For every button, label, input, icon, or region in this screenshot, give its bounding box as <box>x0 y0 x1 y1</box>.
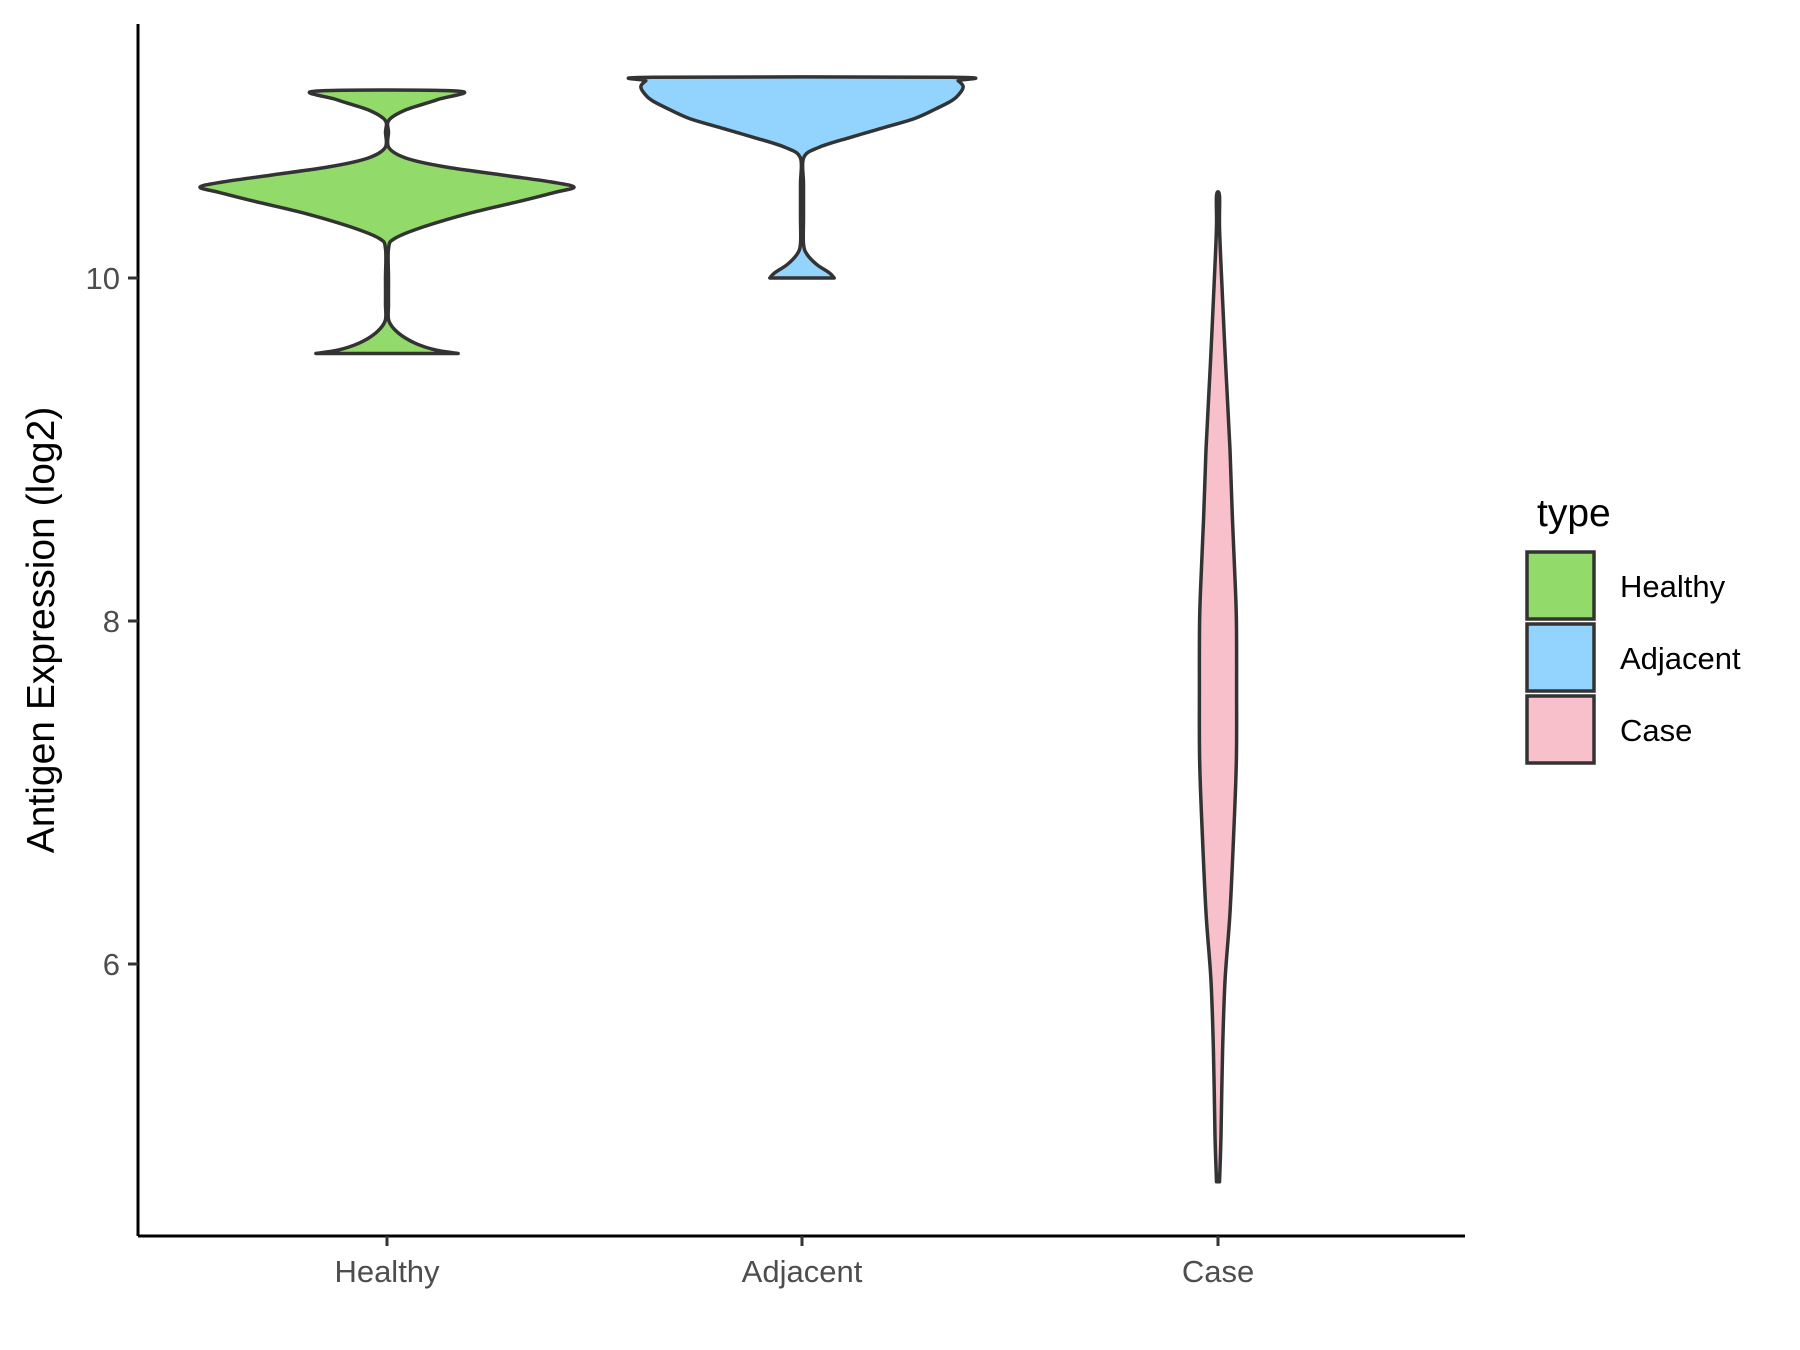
x-tick-label: Case <box>1182 1254 1254 1289</box>
y-tick-label: 8 <box>103 604 120 639</box>
legend-key-case <box>1525 694 1596 765</box>
violin-healthy <box>198 88 576 356</box>
y-tick-label: 10 <box>86 261 120 296</box>
legend-key-healthy <box>1525 550 1596 621</box>
x-tick-label: Adjacent <box>742 1254 863 1289</box>
violin-case <box>1197 190 1239 1184</box>
y-ticks: 6 8 10 <box>86 261 138 982</box>
y-tick-label: 6 <box>103 947 120 982</box>
violin-adjacent <box>626 75 978 280</box>
x-tick-label: Healthy <box>334 1254 440 1289</box>
legend-label-healthy: Healthy <box>1620 569 1726 604</box>
violins-layer <box>198 75 1239 1184</box>
legend-label-case: Case <box>1620 713 1692 748</box>
legend-label-adjacent: Adjacent <box>1620 641 1741 676</box>
legend: type Healthy Adjacent Case <box>1525 492 1741 765</box>
y-axis-title: Antigen Expression (log2) <box>20 407 63 854</box>
legend-key-adjacent <box>1525 622 1596 693</box>
legend-title: type <box>1537 492 1611 535</box>
x-ticks: Healthy Adjacent Case <box>334 1236 1254 1289</box>
